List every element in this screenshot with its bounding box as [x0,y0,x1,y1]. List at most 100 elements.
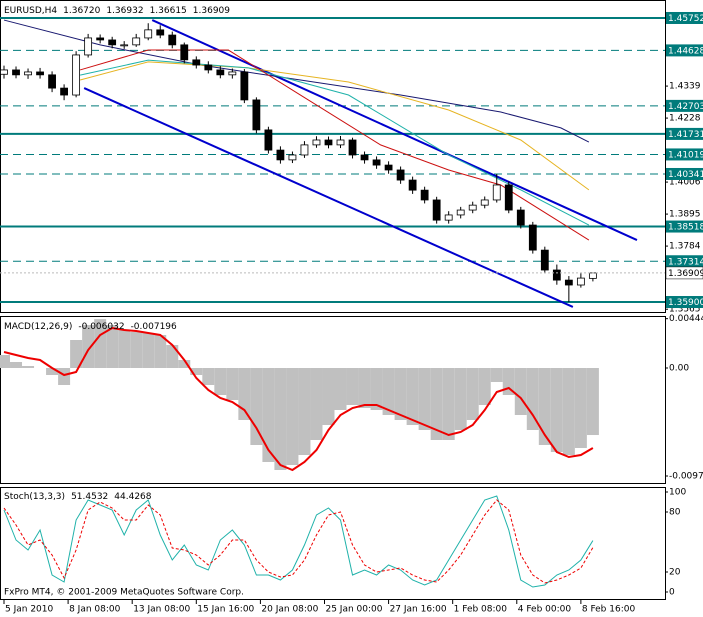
macd-bar [586,368,599,436]
macd-bar [466,368,479,420]
y-tick-label: 1.4339 [669,82,701,92]
macd-bar [370,368,383,410]
macd-bar [22,366,35,368]
candle-body [204,64,213,71]
macd-bar [262,368,275,462]
y-tick-label: 80 [669,508,681,518]
macd-bar [70,340,83,368]
title-part: -0.007196 [131,322,177,332]
title-part: -0.006032 [78,322,124,332]
macd-bar [106,325,119,368]
macd-bar [538,368,551,445]
macd-bar [442,368,455,440]
title-part: MACD(12,26,9) [4,322,72,332]
candle-body [432,199,441,221]
macd-bar [238,368,251,420]
candle-body [348,139,357,156]
macd-bar [58,368,71,385]
level-label-box [666,296,703,309]
candle-body [444,214,453,221]
y-tick-label: 1.4228 [669,114,701,124]
candle-body [168,34,177,46]
y-tick-label: 100 [669,488,686,498]
macd-bar [430,368,443,440]
panel-frame [0,487,666,600]
macd-bar [214,368,227,395]
level-label-box [666,11,703,24]
candle-body [156,29,165,36]
title-part: 1.36720 [63,6,100,16]
level-label-box [666,127,703,140]
macd-bar [574,368,587,448]
candle-body [264,129,273,151]
macd-bar [358,368,371,408]
candle-body [60,87,68,96]
macd-bar [250,368,263,445]
candle-body [72,54,81,96]
title-part: 51.4532 [71,492,108,502]
level-label-box [666,148,703,161]
title-part: Stoch(13,3,3) [4,492,65,502]
macd-bar [202,368,215,385]
level-label: 1.37314 [668,257,703,267]
stoch-main [3,495,594,588]
panel-frame [0,0,666,313]
candle-body [300,144,309,156]
macd-bar [346,368,359,405]
candle-body [120,44,129,47]
stoch-signal [3,499,594,584]
level-label: 1.45752 [668,14,703,24]
level-label: 1.41731 [668,130,703,140]
candle-body [384,164,393,171]
macd-bar [130,332,143,368]
candle-body [108,39,117,46]
candle-body [504,184,513,211]
moving-average [79,61,590,191]
macd-signal [3,326,594,472]
level-label: 1.40341 [668,170,703,180]
y-tick-label: -0.00972 [669,472,703,482]
level-label: 1.38518 [668,223,703,233]
macd-bar [550,368,563,452]
macd-bar [286,368,299,465]
level-label-box [666,167,703,180]
candle-body [228,71,237,76]
candle-body [552,269,561,281]
candle-body [468,204,477,211]
candle-body [144,29,153,39]
candle-body [372,159,381,166]
moving-average [3,19,590,143]
candle-body [480,199,489,206]
macd-bar [526,368,539,430]
macd-bar [118,330,131,368]
candle-body [528,224,537,251]
macd-bar [490,368,503,382]
candle-body [312,139,321,146]
y-tick-label: 1.3565 [669,305,701,315]
candle-body [324,139,333,146]
macd-bar [94,319,107,368]
candle-body [48,74,56,89]
macd-bar [0,355,11,368]
macd-bar [154,335,167,368]
level-label-box [666,220,703,233]
macd-bar [178,360,191,368]
macd-bar [562,368,575,455]
candle-body [192,59,201,66]
y-tick-label: 1.3895 [669,210,701,220]
x-tick-label: 5 Jan 2010 [5,605,53,615]
macd-bar [454,368,467,430]
macd-bar [274,368,287,470]
macd-bar [10,362,23,368]
candle-body [216,69,225,76]
level-label-box [666,255,703,268]
candle-body [492,184,501,201]
candle-body [252,99,261,131]
moving-average [80,59,590,226]
candle-body [564,279,573,286]
candle-body [180,44,189,61]
panel-title: MACD(12,26,9) -0.006032 -0.007196 [4,322,177,332]
candle-body [276,149,285,161]
x-tick-label: 8 Jan 08:00 [69,605,121,615]
